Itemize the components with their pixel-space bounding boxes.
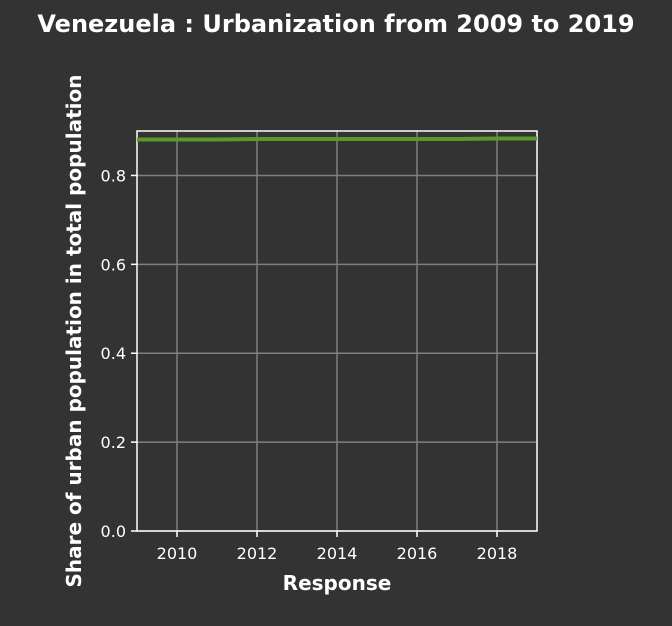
x-tick-label: 2014 xyxy=(317,544,358,563)
grid xyxy=(137,131,537,532)
x-tick-label: 2012 xyxy=(237,544,278,563)
y-tick-label: 0.2 xyxy=(101,433,126,452)
y-tick-label: 0.4 xyxy=(101,344,126,363)
y-tick-label: 0.8 xyxy=(101,166,126,185)
x-tick-label: 2018 xyxy=(477,544,518,563)
series-layer xyxy=(137,136,537,142)
series-line xyxy=(137,136,537,142)
y-tick-label: 0.6 xyxy=(101,255,126,274)
x-tick-label: 2016 xyxy=(397,544,438,563)
chart-title: Venezuela : Urbanization from 2009 to 20… xyxy=(37,10,634,38)
y-tick-label: 0.0 xyxy=(101,522,126,541)
axis-ticks: 2010 2012 2014 2016 2018 0.0 0.2 0.4 0.6 0.8 xyxy=(101,166,518,563)
x-tick-label: 2010 xyxy=(157,544,198,563)
y-axis-label: Share of urban population in total popul… xyxy=(62,75,86,588)
x-axis-label: Response xyxy=(283,571,392,595)
